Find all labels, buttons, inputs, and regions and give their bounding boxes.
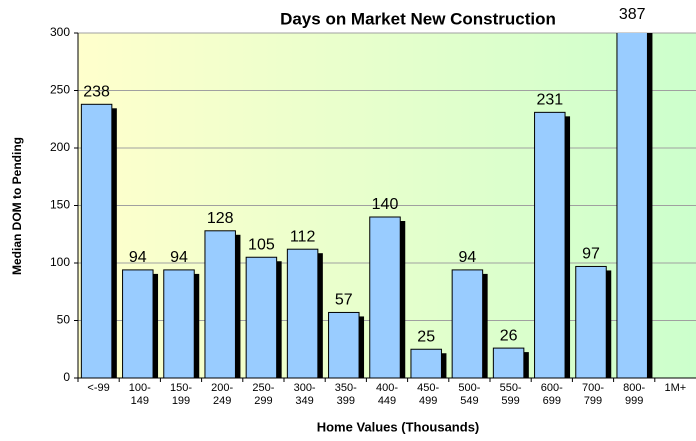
x-tick-label-line: 999: [625, 395, 643, 407]
bar: [575, 265, 607, 379]
bar: [492, 347, 525, 379]
x-tick-label: 150-199: [170, 382, 192, 407]
x-tick-label-line: 150-: [170, 382, 192, 394]
x-tick-label-line: 500-: [458, 382, 480, 394]
data-label: 57: [335, 292, 353, 309]
x-tick-label: 800-999: [623, 382, 645, 407]
x-tick-label: 700-799: [582, 382, 604, 407]
bar: [122, 269, 154, 379]
x-tick-label-line: 349: [295, 395, 313, 407]
data-label: 97: [582, 246, 600, 263]
y-axis-label: Median DOM to Pending: [10, 137, 24, 275]
x-tick-label: 500-549: [458, 382, 480, 407]
data-label: 94: [129, 249, 147, 266]
x-tick-label-line: 200-: [211, 382, 233, 394]
x-tick-label-line: 599: [501, 395, 519, 407]
x-tick-label-line: 149: [131, 395, 149, 407]
x-tick-label-line: 100-: [129, 382, 151, 394]
y-tick-label: 250: [50, 83, 70, 97]
y-tick-label: 150: [50, 198, 70, 212]
bar: [369, 216, 401, 379]
x-tick-label-line: 450-: [417, 382, 439, 394]
bar: [616, 33, 648, 379]
x-tick-label: 250-299: [252, 382, 274, 407]
x-tick-label-line: 700-: [582, 382, 604, 394]
x-tick-label-line: 199: [172, 395, 190, 407]
x-tick-label: 300-349: [294, 382, 316, 407]
data-label: 387: [619, 6, 646, 23]
x-tick-label-line: 250-: [252, 382, 274, 394]
y-tick-label: 50: [57, 313, 71, 327]
data-label: 94: [170, 249, 188, 266]
x-tick-label-line: 299: [254, 395, 272, 407]
x-tick-label: 350-399: [335, 382, 357, 407]
data-label: 26: [500, 327, 518, 344]
y-tick-label: 0: [63, 370, 70, 384]
x-tick-label-line: 799: [584, 395, 602, 407]
data-label: 238: [83, 84, 110, 101]
chart-title: Days on Market New Construction: [280, 9, 556, 28]
x-axis-label: Home Values (Thousands): [317, 419, 480, 434]
bar: [204, 230, 236, 379]
bar: [534, 111, 566, 379]
x-tick-label-line: 800-: [623, 382, 645, 394]
data-label: 25: [417, 328, 435, 345]
x-tick-label-line: 499: [419, 395, 437, 407]
x-tick-label-line: 399: [337, 395, 355, 407]
x-tick-label: 1M+: [665, 382, 687, 394]
x-tick-label-line: 600-: [541, 382, 563, 394]
x-tick-label-line: 549: [460, 395, 478, 407]
x-tick-label: <-99: [87, 382, 109, 394]
x-tick-label-line: 699: [543, 395, 561, 407]
bar: [410, 348, 442, 379]
x-tick-label-line: 300-: [294, 382, 316, 394]
data-label: 105: [248, 236, 275, 253]
bar: [80, 103, 113, 379]
x-tick-label-line: 249: [213, 395, 231, 407]
x-tick-label-line: 400-: [376, 382, 398, 394]
bar: [328, 311, 360, 379]
x-tick-label: 100-149: [129, 382, 151, 407]
x-tick-label-line: 449: [378, 395, 396, 407]
data-label: 128: [207, 210, 234, 227]
x-tick-label: 600-699: [541, 382, 563, 407]
y-tick-label: 100: [50, 255, 70, 269]
data-label: 140: [372, 196, 399, 213]
data-label: 112: [290, 228, 316, 245]
bar: [245, 256, 278, 379]
y-tick-label: 200: [50, 140, 70, 154]
bar: [163, 269, 195, 379]
x-tick-label: 550-599: [500, 382, 522, 407]
x-tick-label: 200-249: [211, 382, 233, 407]
x-tick-label-line: 550-: [500, 382, 522, 394]
y-tick-label: 300: [50, 25, 70, 39]
bar: [286, 248, 319, 379]
bar: [451, 269, 484, 379]
x-tick-label: 450-499: [417, 382, 439, 407]
data-label: 94: [459, 249, 477, 266]
x-tick-label-line: 350-: [335, 382, 357, 394]
bars: [80, 33, 653, 379]
data-label: 231: [536, 92, 563, 109]
x-tick-label: 400-449: [376, 382, 398, 407]
